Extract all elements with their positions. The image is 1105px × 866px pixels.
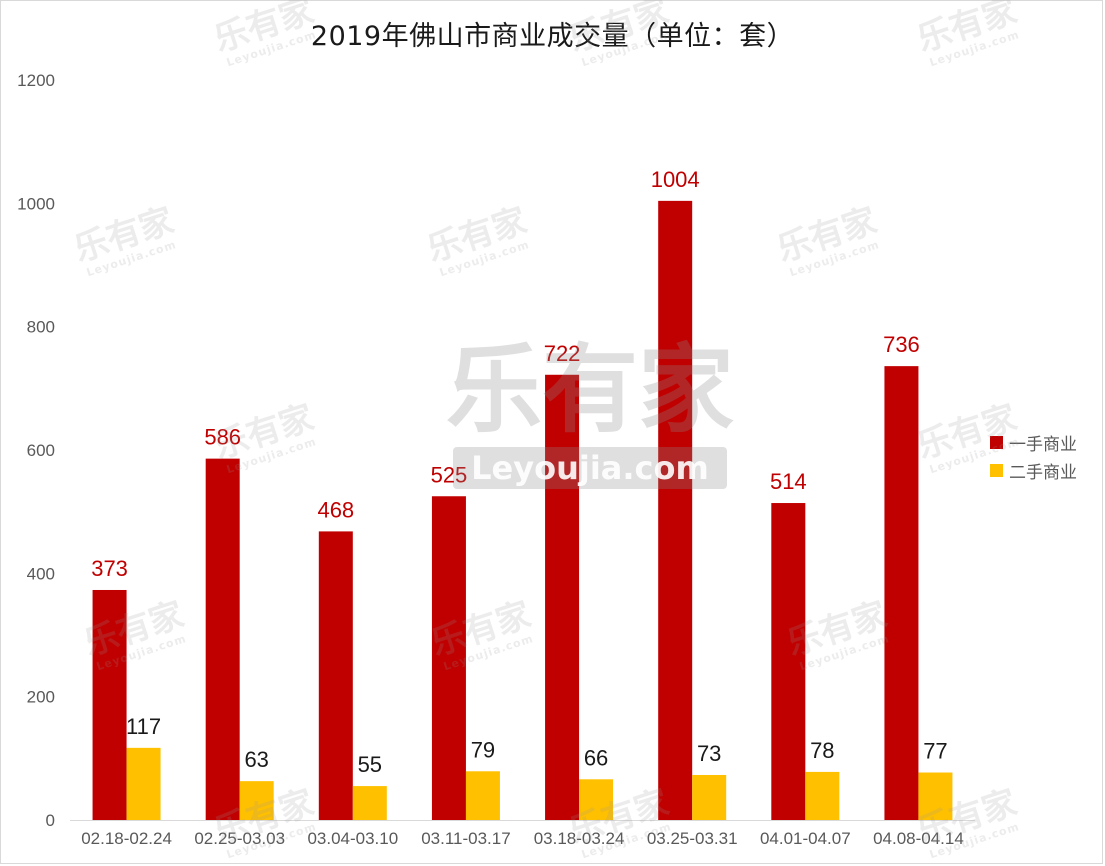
x-tick-label: 02.25-03.03 bbox=[194, 829, 285, 848]
bar-series-1 bbox=[884, 366, 919, 820]
data-label-series-2: 77 bbox=[923, 739, 947, 764]
y-tick-label: 200 bbox=[27, 688, 55, 707]
y-tick-label: 1000 bbox=[17, 194, 55, 213]
bar-series-2 bbox=[239, 781, 274, 820]
bar-series-2 bbox=[126, 747, 161, 820]
bar-series-2 bbox=[352, 786, 387, 820]
y-tick-label: 1200 bbox=[17, 71, 55, 90]
bar-series-2 bbox=[692, 774, 727, 820]
data-label-series-1: 373 bbox=[91, 556, 128, 581]
data-label-series-2: 73 bbox=[697, 741, 721, 766]
x-tick-label: 04.01-04.07 bbox=[760, 829, 851, 848]
data-label-series-1: 525 bbox=[431, 462, 468, 487]
bar-series-2 bbox=[465, 771, 500, 820]
bar-series-1 bbox=[771, 503, 806, 820]
data-label-series-1: 722 bbox=[544, 341, 581, 366]
y-tick-label: 800 bbox=[27, 318, 55, 337]
data-label-series-1: 514 bbox=[770, 469, 807, 494]
data-label-series-1: 468 bbox=[317, 497, 354, 522]
y-tick-label: 600 bbox=[27, 441, 55, 460]
bar-series-1 bbox=[318, 531, 353, 820]
bar-series-1 bbox=[431, 496, 466, 820]
data-label-series-2: 78 bbox=[810, 738, 834, 763]
legend-item-series-1: 一手商业 bbox=[990, 428, 1077, 456]
x-tick-label: 03.04-03.10 bbox=[307, 829, 398, 848]
legend-item-series-2: 二手商业 bbox=[990, 456, 1077, 484]
data-label-series-1: 736 bbox=[883, 332, 920, 357]
legend-swatch-series-2 bbox=[990, 463, 1003, 477]
data-label-series-2: 79 bbox=[471, 737, 495, 762]
bar-series-1 bbox=[92, 589, 127, 820]
x-tick-label: 03.11-03.17 bbox=[421, 829, 510, 848]
legend-swatch-series-1 bbox=[990, 435, 1003, 449]
x-tick-label: 04.08-04.14 bbox=[873, 829, 964, 848]
bar-series-1 bbox=[545, 374, 580, 820]
chart-legend: 一手商业 二手商业 bbox=[990, 428, 1077, 484]
chart-title: 2019年佛山市商业成交量（单位：套） bbox=[310, 21, 795, 52]
data-label-series-1: 586 bbox=[204, 425, 241, 450]
data-label-series-2: 55 bbox=[358, 752, 382, 777]
x-tick-label: 02.18-02.24 bbox=[81, 829, 172, 848]
data-label-series-2: 117 bbox=[126, 714, 161, 739]
data-label-series-2: 63 bbox=[244, 747, 268, 772]
legend-label-series-2: 二手商业 bbox=[1009, 462, 1077, 483]
bar-series-2 bbox=[805, 771, 840, 820]
x-tick-label: 03.18-03.24 bbox=[534, 829, 625, 848]
bar-series-2 bbox=[579, 779, 614, 820]
bar-series-1 bbox=[205, 458, 240, 820]
bar-series-2 bbox=[918, 772, 953, 820]
legend-label-series-1: 一手商业 bbox=[1009, 434, 1077, 455]
data-label-series-1: 1004 bbox=[651, 167, 700, 192]
data-label-series-2: 66 bbox=[584, 745, 608, 770]
y-tick-label: 0 bbox=[46, 811, 55, 830]
y-tick-label: 400 bbox=[27, 564, 55, 583]
bar-series-1 bbox=[658, 200, 693, 820]
x-tick-label: 03.25-03.31 bbox=[647, 829, 738, 848]
